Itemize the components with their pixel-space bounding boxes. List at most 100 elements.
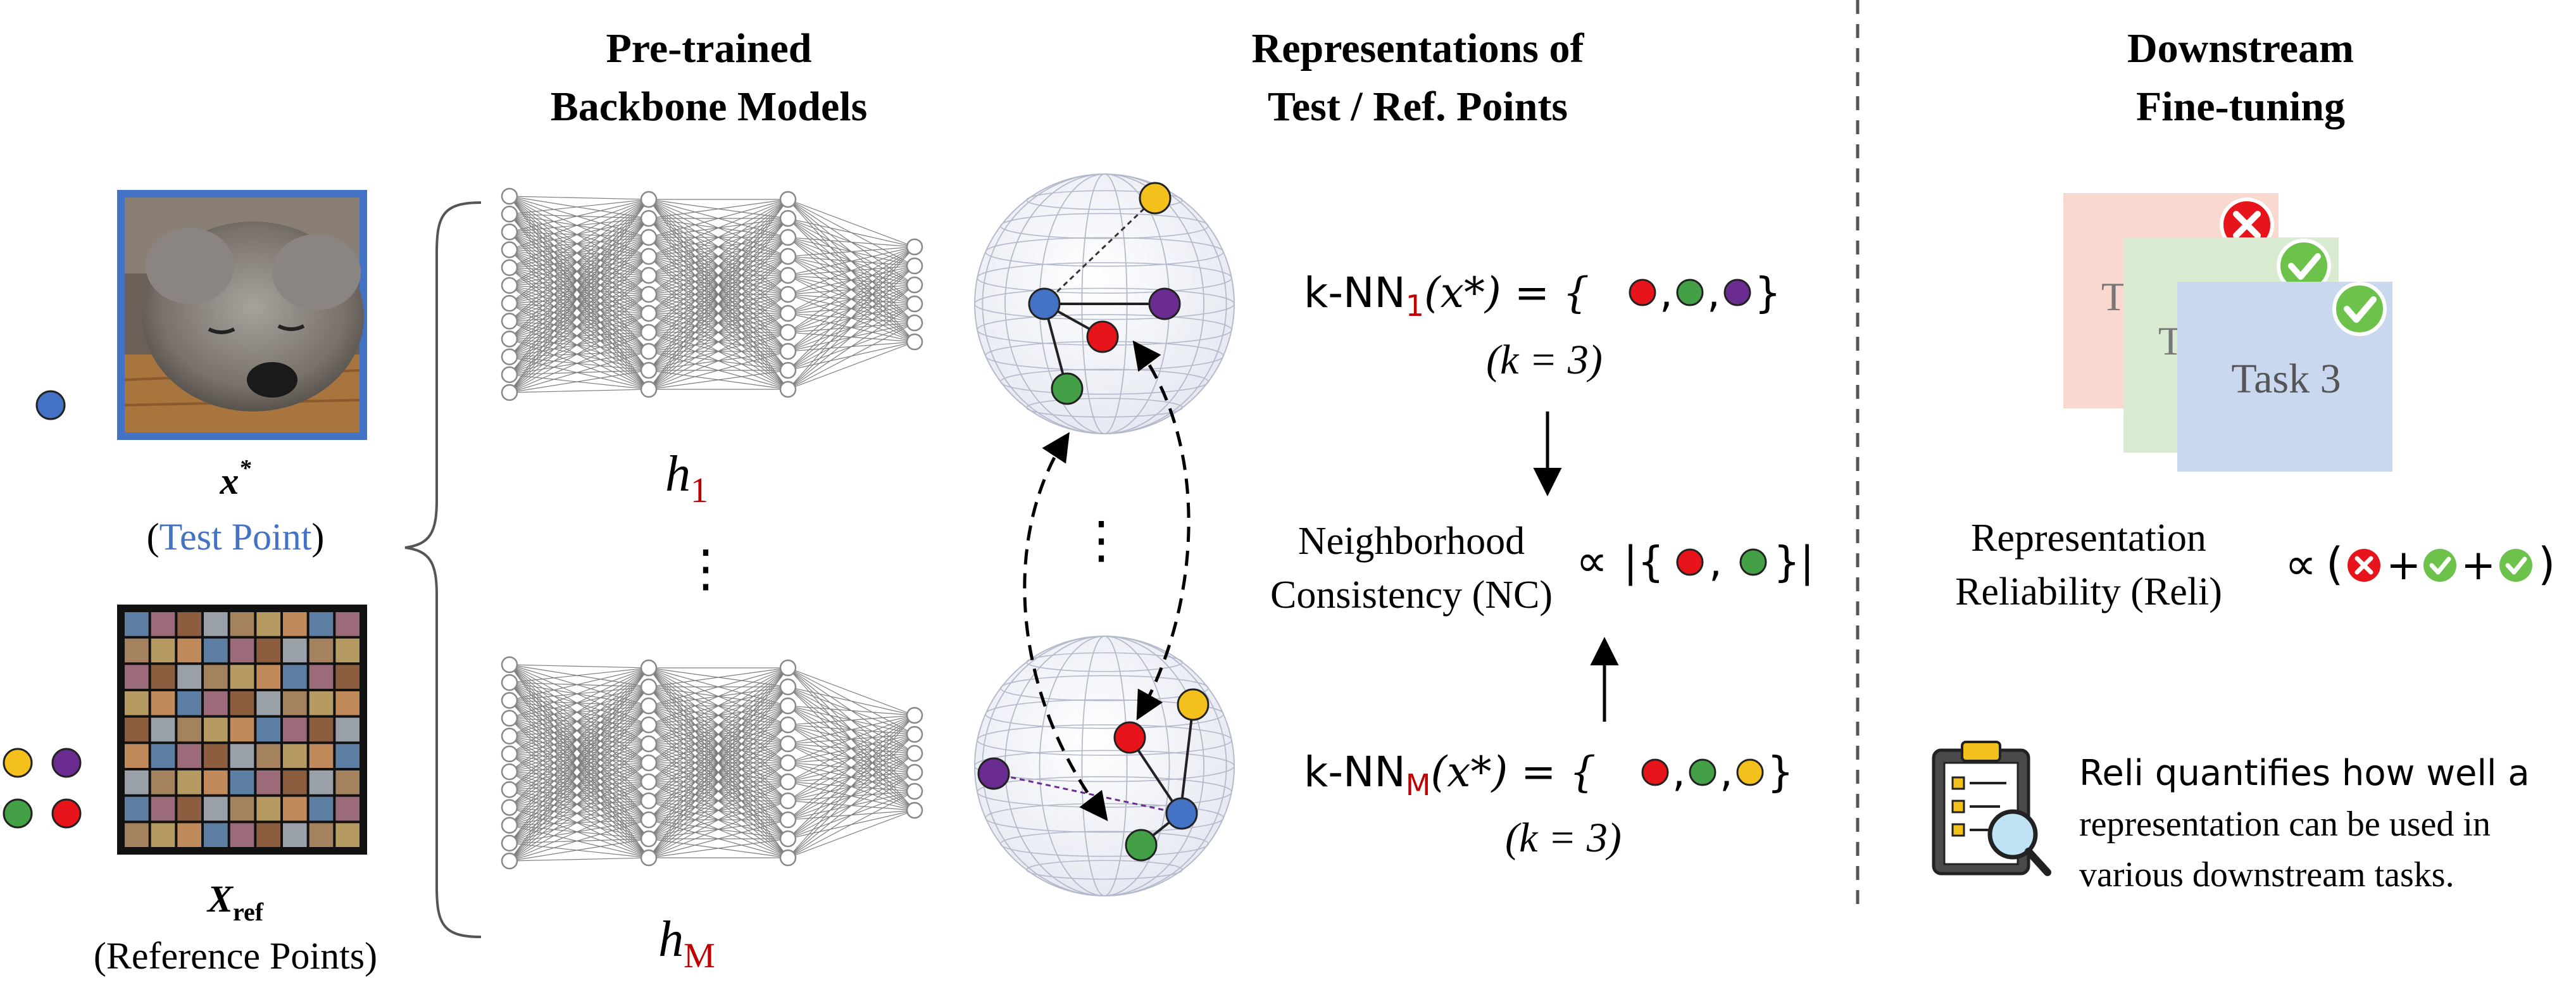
thumbnail xyxy=(177,665,201,689)
thumbnail xyxy=(335,770,360,794)
nn-connection xyxy=(509,356,649,371)
nn-node xyxy=(501,330,518,348)
thumbnail xyxy=(151,717,175,742)
nc-green xyxy=(1739,548,1767,576)
thumbnail xyxy=(283,665,307,689)
nn-node xyxy=(779,754,797,772)
nn-node xyxy=(906,238,923,256)
nn-connection xyxy=(787,667,915,716)
thumbnail xyxy=(309,823,334,847)
thumbnail xyxy=(204,638,228,663)
nn-connection xyxy=(509,717,649,744)
nn-connection xyxy=(787,734,915,858)
bottom-point-purple xyxy=(977,757,1010,790)
nn-connection xyxy=(509,213,649,257)
nn-node xyxy=(779,678,797,696)
nn-connection xyxy=(509,199,649,251)
nn-connection xyxy=(509,231,649,352)
nn-connection xyxy=(509,762,649,790)
ref-dot-green xyxy=(3,798,33,829)
nn-connection xyxy=(787,753,915,858)
nn-connection xyxy=(509,294,649,358)
nn-connection xyxy=(787,715,915,858)
nn-connection xyxy=(509,667,649,790)
nn-connection xyxy=(509,218,649,304)
nn-connection xyxy=(509,686,649,772)
nn-node xyxy=(906,333,923,351)
nn-connection xyxy=(509,667,649,826)
nn-connection xyxy=(509,303,649,352)
nn-connection xyxy=(509,275,649,286)
nn-connection xyxy=(509,771,649,801)
thumbnail xyxy=(283,770,307,794)
nn-connection xyxy=(787,303,915,390)
nn-connection xyxy=(509,664,649,858)
nn-connection xyxy=(509,724,649,844)
nn-connection xyxy=(787,246,915,352)
nn-node xyxy=(501,348,518,365)
nn-node xyxy=(501,277,518,294)
nn-connection xyxy=(509,213,649,390)
knn-bottom-sep-1: , xyxy=(1672,748,1685,796)
thumbnail xyxy=(125,770,149,794)
nn-connection xyxy=(648,667,789,820)
nn-connection xyxy=(509,789,649,820)
thumbnail xyxy=(283,638,307,663)
nn-connection xyxy=(509,667,649,808)
reli-formula: ∝ ( + + ) xyxy=(2285,538,2555,590)
nn-connection xyxy=(509,196,649,219)
thumbnail xyxy=(151,770,175,794)
nn-connection xyxy=(648,237,789,390)
nn-connection xyxy=(509,682,649,839)
nn-connection xyxy=(509,686,649,719)
nn-node xyxy=(501,852,518,870)
nn-connection xyxy=(509,231,649,371)
nn-connection xyxy=(509,700,649,725)
nn-connection xyxy=(509,267,649,371)
thumbnail xyxy=(256,770,280,794)
thumbnail xyxy=(309,638,334,663)
nn-connection xyxy=(509,303,649,371)
nn-connection xyxy=(509,313,649,358)
nn-node xyxy=(779,286,797,303)
nn-node xyxy=(779,773,797,791)
nn-connection xyxy=(509,267,649,390)
nn-connection xyxy=(509,313,649,340)
nn-connection xyxy=(787,218,915,248)
nn-node xyxy=(779,191,797,208)
nn-connection xyxy=(648,800,789,858)
nn-connection xyxy=(509,736,649,801)
nn-connection xyxy=(509,724,649,826)
nn-connection xyxy=(509,705,649,808)
note-line-1: Reli quantifies how well a xyxy=(2079,753,2530,794)
thumbnail xyxy=(151,665,175,689)
thumbnail xyxy=(177,770,201,794)
thumbnail xyxy=(283,744,307,768)
task-card-3-label: Task 3 xyxy=(2231,356,2341,402)
thumbnail xyxy=(177,691,201,715)
nn-node xyxy=(640,754,658,772)
nn-connection xyxy=(509,682,649,725)
ref-dot-red xyxy=(51,798,82,829)
nn-connection xyxy=(509,249,649,390)
nn-node xyxy=(779,342,797,360)
nn-connection xyxy=(648,762,789,858)
nn-connection xyxy=(509,303,649,390)
nn-node xyxy=(779,716,797,734)
nn-connection xyxy=(509,700,649,763)
nn-node xyxy=(640,849,658,867)
nn-connection xyxy=(509,196,649,390)
header-downstream-line2: Fine-tuning xyxy=(2136,84,2345,130)
nn-connection xyxy=(509,686,649,790)
nn-connection xyxy=(509,705,649,737)
test-point-symbol: x* xyxy=(220,455,252,502)
nn-connection xyxy=(509,237,649,268)
thumbnail xyxy=(177,638,201,663)
nn-connection xyxy=(509,825,649,858)
nn-node xyxy=(906,276,923,294)
nn-node xyxy=(640,773,658,791)
nn-connection xyxy=(648,199,789,390)
top-point-purple xyxy=(1148,287,1181,320)
nn-connection xyxy=(509,762,649,808)
header-downstream-line1: Downstream xyxy=(2127,25,2354,72)
